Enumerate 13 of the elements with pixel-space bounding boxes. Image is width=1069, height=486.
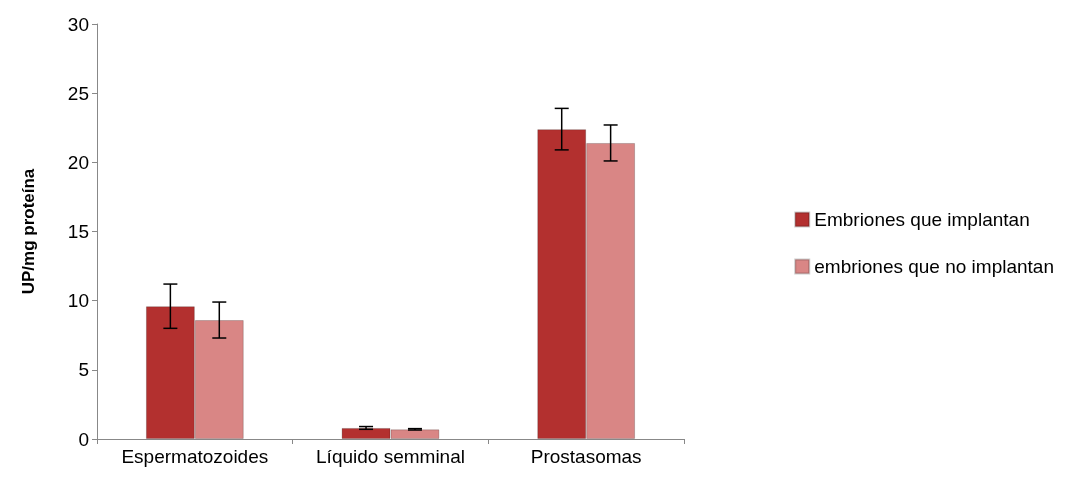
- y-tick-label: 30: [67, 13, 89, 35]
- y-tick-label: 20: [67, 151, 89, 173]
- legend-label: Embriones que implantan: [814, 209, 1030, 230]
- x-tick-label: Líquido semminal: [316, 446, 465, 467]
- legend-label: embriones que no implantan: [814, 256, 1054, 277]
- y-tick-label: 0: [78, 428, 89, 450]
- x-tick-label: Prostasomas: [530, 446, 642, 467]
- y-tick-label: 25: [67, 82, 89, 104]
- y-tick-label: 10: [67, 290, 89, 312]
- x-tick-label: Espermatozoides: [121, 446, 269, 467]
- y-tick-label: 5: [78, 359, 89, 381]
- y-axis-title: UP/mg proteína: [19, 168, 38, 295]
- y-tick-label: 15: [67, 221, 89, 242]
